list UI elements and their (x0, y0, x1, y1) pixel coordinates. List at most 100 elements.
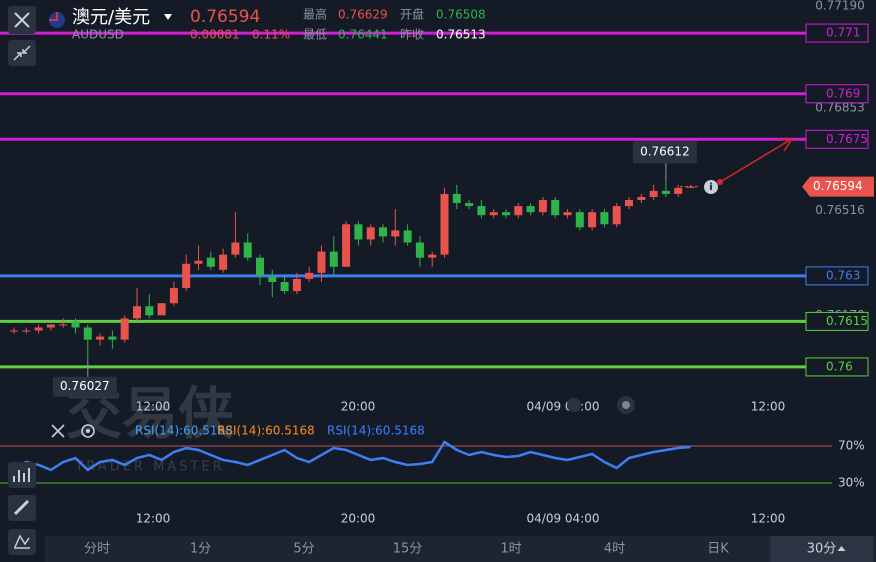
candle-body (625, 200, 633, 207)
candle-body (120, 318, 129, 340)
candle-body (379, 227, 387, 237)
trend-arrow (719, 139, 791, 183)
candle-body (169, 288, 178, 304)
rsi-time-label: 12:00 (751, 512, 786, 526)
candle-body (22, 330, 31, 332)
collapse-button[interactable] (8, 40, 36, 66)
info-icon[interactable] (704, 180, 718, 194)
open-value: 0.76508 (436, 8, 486, 22)
price-line-tag (805, 311, 869, 331)
tab[interactable]: 1分 (190, 542, 211, 557)
header: 澳元/美元 0.76594 AUDUSD 0.00081 0.11% 最高 0.… (8, 6, 486, 66)
candle-body (268, 275, 277, 282)
rsi-settings-dot (86, 429, 90, 433)
price-axis-label: 0.76853 (815, 101, 865, 115)
period-tabs: 分时 1分 5分 15分 1时 4时 日K 30分 (45, 536, 876, 562)
low-marker-box (52, 376, 117, 397)
time-label: 20:00 (341, 400, 376, 414)
tab-caret (837, 546, 846, 551)
price-axis-label: 0.76516 (815, 203, 865, 217)
indicator-button[interactable] (8, 462, 36, 488)
candle-body (661, 190, 670, 194)
pair-dropdown[interactable] (164, 14, 172, 20)
candle-body (108, 336, 117, 340)
candle-body (415, 242, 424, 258)
candle-body (514, 206, 523, 216)
high-marker-label: 0.76612 (640, 145, 690, 159)
price-line-tag (805, 357, 869, 377)
price-line-tag (805, 23, 869, 43)
price-line-label: 0.76 (826, 359, 853, 373)
line-tool-button[interactable] (8, 529, 36, 555)
candle-body (342, 224, 351, 267)
rsi-time-label: 20:00 (341, 512, 376, 526)
candle-body (477, 206, 486, 216)
price-line-tag (805, 84, 869, 104)
main-chart: 0.771900.768530.765160.761700.7710.7690.… (0, 0, 874, 414)
candle-body (575, 212, 584, 228)
rsi-level-label: 70% (838, 439, 865, 453)
candle-body (329, 251, 338, 267)
rsi-legend: RSI(14):60.5168 (135, 424, 233, 438)
candle-body (551, 200, 560, 216)
scroll-button-dot (622, 401, 630, 409)
candle-body (649, 190, 658, 197)
high-marker-box (632, 141, 697, 164)
price-line-label: 0.771 (826, 26, 860, 40)
tab[interactable]: 1时 (500, 542, 521, 557)
candle-body (588, 212, 597, 228)
tab[interactable]: 分时 (84, 542, 110, 557)
tab[interactable]: 15分 (393, 542, 423, 557)
price-line-label: 0.7675 (826, 132, 868, 146)
draw-icon (13, 499, 30, 516)
low-marker-label: 0.76027 (60, 379, 110, 393)
time-label: 04/09 04:00 (527, 400, 600, 414)
candle-body (637, 196, 646, 201)
rsi-legend: RSI(14):60.5168 (217, 424, 315, 438)
tab[interactable]: 日K (707, 542, 729, 557)
change: 0.00081 (190, 28, 240, 42)
trend-arrow-anchor (717, 179, 723, 185)
close-icon (14, 12, 30, 28)
high-label: 最高 (303, 7, 327, 22)
candle-body (219, 254, 228, 270)
candle-body (46, 324, 55, 328)
tab[interactable]: 4时 (604, 542, 625, 557)
rsi-time-label: 04/09 04:00 (527, 512, 600, 526)
time-label: 12:00 (751, 400, 786, 414)
current-price-label: 0.76594 (813, 179, 863, 193)
high-value: 0.76629 (338, 8, 388, 22)
price-line-label: 0.769 (826, 86, 860, 100)
candle-body (600, 212, 609, 225)
current-price-tag (802, 176, 874, 197)
candle-body (59, 324, 68, 326)
candle-body (194, 260, 203, 264)
change-pct: 0.11% (252, 28, 290, 42)
flag-cross (49, 12, 58, 21)
indicator-icon (13, 468, 30, 482)
collapse-icon (13, 45, 31, 61)
rsi-close-icon[interactable] (51, 424, 65, 438)
tab-bar (45, 536, 876, 562)
rsi-settings-icon[interactable] (81, 424, 95, 438)
trend-arrow-head (777, 138, 794, 152)
candle-body (157, 303, 166, 316)
tab[interactable]: 30分 (807, 542, 837, 557)
low-label: 最低 (303, 28, 327, 42)
candle-body (317, 251, 326, 273)
price-axis-label: 0.77190 (815, 0, 865, 12)
candle-body (489, 212, 498, 216)
tab[interactable]: 5分 (293, 542, 314, 557)
candle-body (10, 330, 18, 332)
scroll-left-dot[interactable] (567, 398, 581, 412)
price-line-tag (805, 266, 869, 286)
candle-body (34, 327, 43, 331)
price-line-tag (805, 129, 869, 149)
candle-body (403, 230, 412, 243)
rsi-level-label: 30% (838, 476, 865, 490)
candle-body (305, 272, 314, 279)
low-value: 0.76441 (338, 28, 388, 42)
last-price: 0.76594 (190, 7, 260, 27)
